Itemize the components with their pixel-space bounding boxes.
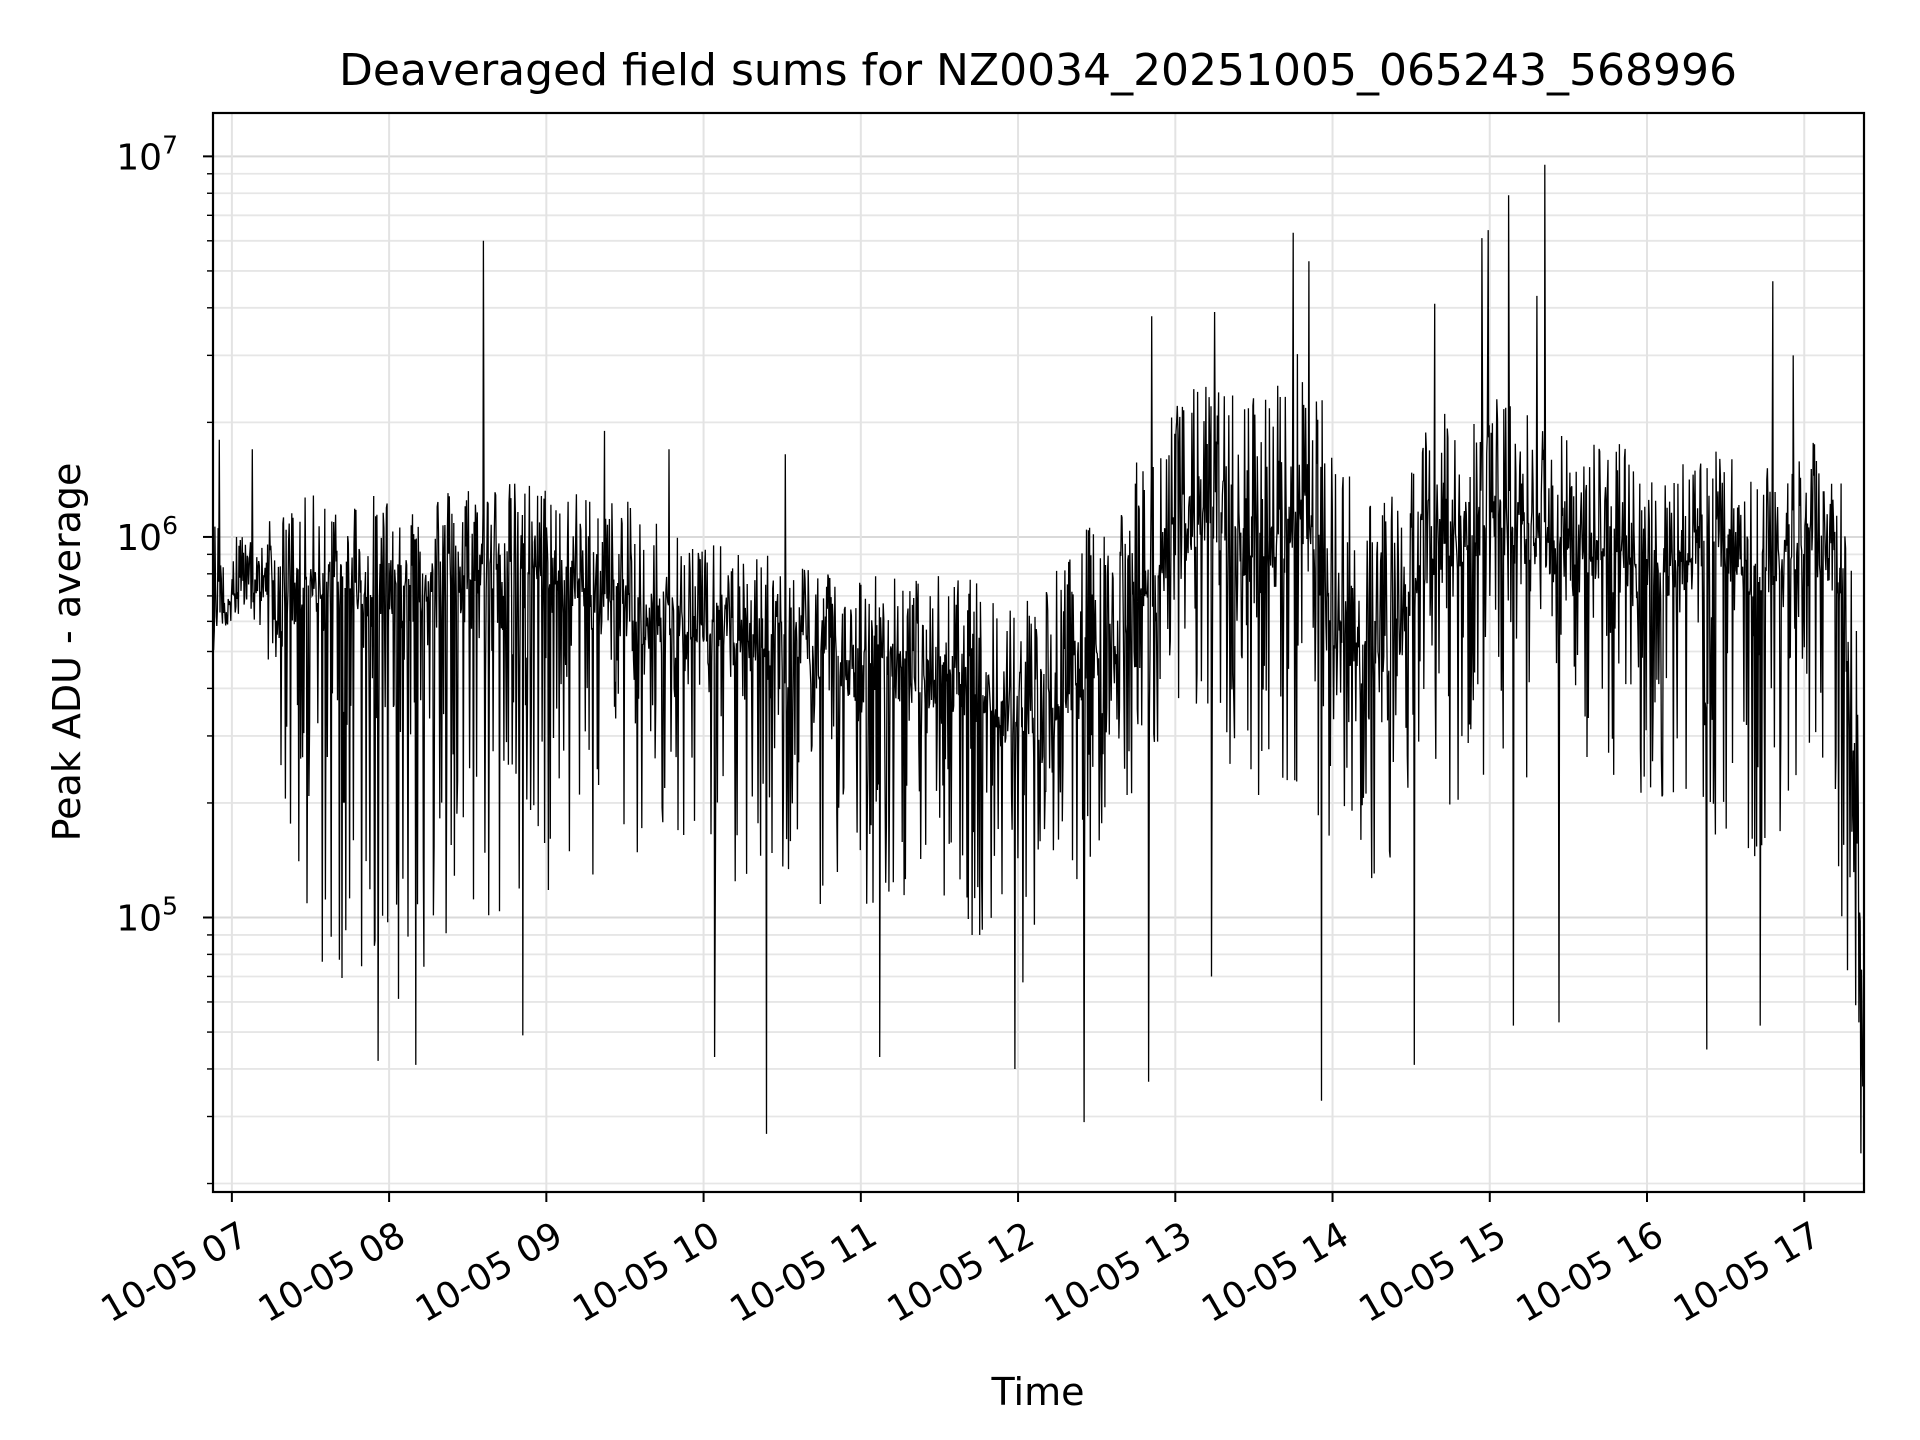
y-tick-label: 107 <box>116 130 178 178</box>
y-tick-label: 105 <box>116 892 178 940</box>
series-line <box>212 164 1865 1154</box>
data-series <box>212 164 1865 1154</box>
plot-frame <box>211 111 1866 1194</box>
y-tick-label: 106 <box>116 511 178 559</box>
x-axis-label: Time <box>991 1370 1085 1414</box>
y-axis: 105 106 107 <box>116 130 213 1185</box>
y-axis-label: Peak ADU - average <box>45 463 89 842</box>
chart-title: Deaveraged field sums for NZ0034_2025100… <box>339 45 1737 96</box>
